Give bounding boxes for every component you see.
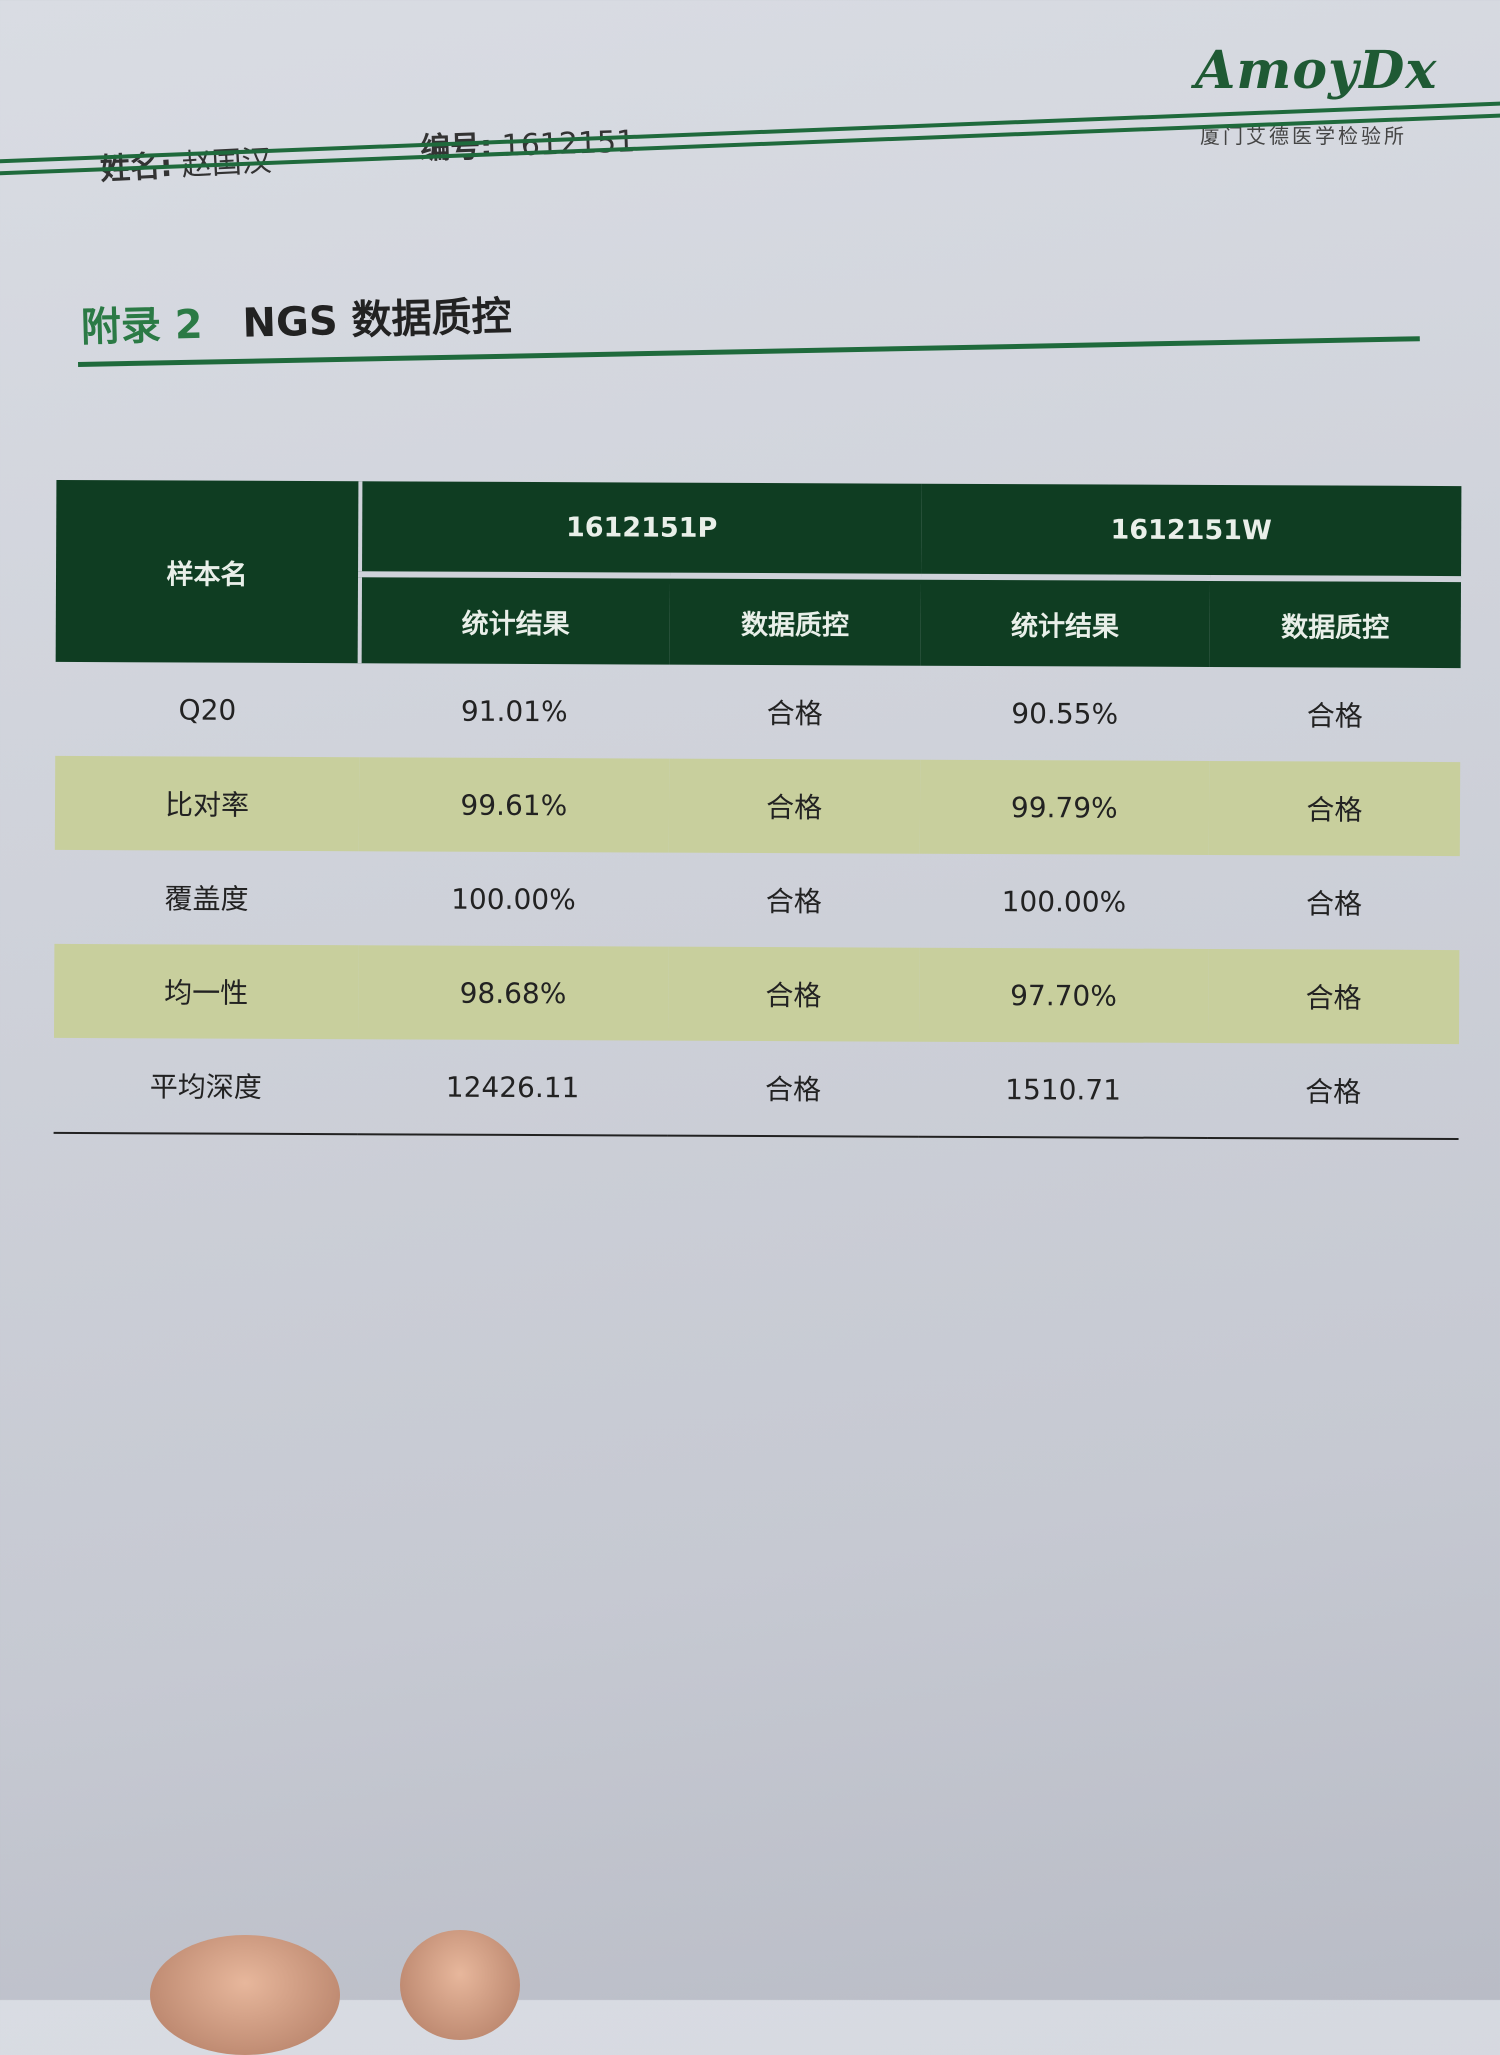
cell: 合格 (1207, 948, 1460, 1045)
sub-header: 统计结果 (359, 574, 670, 665)
sub-header: 统计结果 (920, 576, 1210, 667)
cell: 合格 (1207, 1042, 1459, 1140)
lab-name: 厦门艾德医学检验所 (1200, 124, 1407, 148)
finger (150, 1935, 340, 2055)
sub-header: 数据质控 (1209, 577, 1462, 669)
table-row: Q20 91.01% 合格 90.55% 合格 (55, 662, 1460, 762)
cell: 合格 (667, 946, 920, 1042)
metric-name: 均一性 (53, 943, 359, 1040)
cell: 100.00% (451, 882, 576, 916)
amoydx-logo: AmoyDx (1195, 40, 1438, 101)
cell: 100.00% (1001, 884, 1127, 919)
table-row: 比对率 99.61% 合格 99.79% 合格 (54, 755, 1461, 857)
cell: 99.61% (358, 757, 669, 853)
cell: 合格 (1208, 760, 1461, 857)
cell: 90.55% (1011, 696, 1119, 731)
cell: 合格 (1305, 887, 1363, 921)
cell: 97.70% (918, 947, 1209, 1043)
metric-name: 覆盖度 (164, 882, 249, 916)
appendix-label: 附录 2 (80, 301, 204, 351)
ngs-qc-table: 样本名 1612151P 1612151W 统计结果 数据质控 统计结果 数据质… (53, 479, 1462, 1140)
section-title-text: NGS 数据质控 (241, 293, 513, 347)
cell: 合格 (765, 885, 822, 919)
metric-name: 平均深度 (53, 1037, 358, 1135)
sample-header: 1612151W (920, 483, 1462, 580)
cell: 98.68% (357, 945, 669, 1041)
table-row: 覆盖度 100.00% 合格 100.00% 合格 (54, 850, 1459, 950)
cell: 12426.11 (357, 1039, 668, 1136)
table-row: 均一性 98.68% 合格 97.70% 合格 (53, 943, 1460, 1045)
sub-header: 数据质控 (669, 575, 921, 666)
cell: 1510.71 (918, 1041, 1208, 1138)
cell: 91.01% (460, 694, 568, 728)
cell: 合格 (667, 1040, 919, 1137)
section-title: 附录 2 NGS 数据质控 (80, 284, 512, 353)
metric-name: Q20 (178, 692, 237, 727)
metric-name: 比对率 (54, 755, 360, 852)
cell: 99.79% (919, 759, 1210, 855)
finger (400, 1930, 520, 2040)
cell: 合格 (1306, 699, 1363, 733)
sample-header: 1612151P (360, 481, 922, 577)
cell: 合格 (766, 697, 823, 731)
table-row: 平均深度 12426.11 合格 1510.71 合格 (53, 1037, 1459, 1140)
row-header: 样本名 (55, 479, 361, 664)
cell: 合格 (668, 758, 921, 854)
